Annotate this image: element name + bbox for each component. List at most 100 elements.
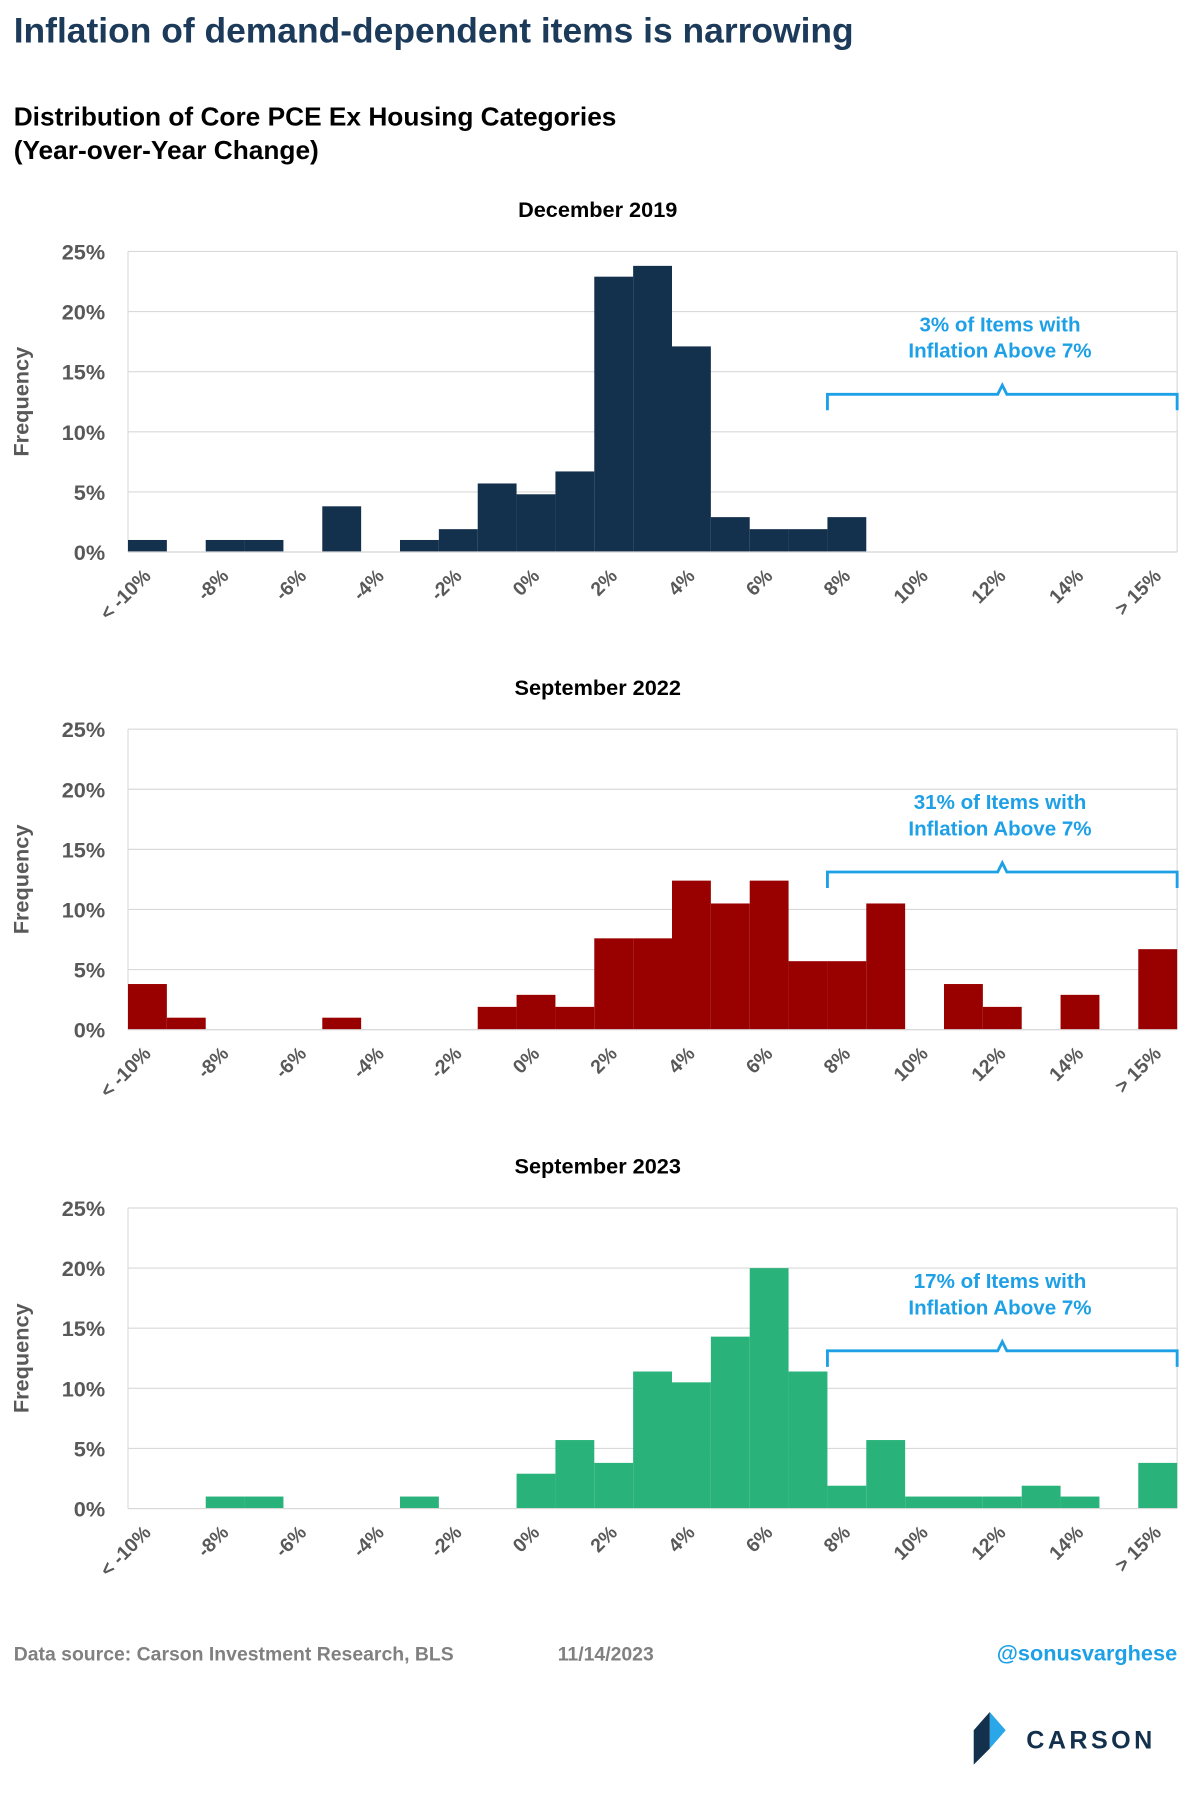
y-tick-label: 5% (74, 958, 105, 983)
y-tick-label: 25% (62, 1196, 105, 1221)
y-tick-label: 0% (74, 1018, 105, 1043)
bar (672, 346, 711, 552)
x-tick-label: 8% (820, 1043, 855, 1078)
annotation: 3% of Items with (919, 313, 1080, 336)
x-tick-label: 12% (967, 565, 1010, 608)
x-tick-label: 14% (1045, 1522, 1088, 1565)
x-tick-label: 6% (742, 1043, 777, 1078)
x-tick-label: 14% (1045, 565, 1088, 608)
logo-mark (989, 1712, 1006, 1749)
x-tick-label: 8% (820, 1522, 855, 1557)
x-tick-label: 12% (967, 1522, 1010, 1565)
bar (672, 1382, 711, 1509)
x-tick-label: 0% (509, 1043, 544, 1078)
x-tick-label: -8% (193, 565, 233, 605)
y-tick-label: 20% (62, 777, 105, 802)
x-tick-label: 12% (967, 1043, 1010, 1086)
bar (1060, 1496, 1100, 1509)
y-tick-label: 15% (62, 360, 105, 385)
x-tick-label: -2% (426, 565, 466, 605)
y-tick-label: 0% (74, 540, 105, 565)
x-tick-label: -6% (271, 1043, 311, 1083)
x-tick-label: < -10% (96, 1043, 155, 1102)
bar (244, 539, 284, 552)
x-tick-label: 8% (820, 565, 855, 600)
bar (1138, 1462, 1178, 1509)
subtitle: Distribution of Core PCE Ex Housing Cate… (14, 102, 617, 132)
y-axis-label: Frequency (9, 1303, 34, 1413)
x-tick-label: > 15% (1111, 1522, 1166, 1577)
chart-title: September 2022 (514, 675, 680, 700)
bar (477, 1006, 517, 1030)
bar (672, 880, 711, 1030)
x-tick-label: 4% (664, 565, 699, 600)
y-tick-label: 25% (62, 717, 105, 742)
bar (749, 1268, 789, 1509)
x-tick-label: < -10% (96, 565, 155, 624)
x-tick-label: 0% (509, 1522, 544, 1557)
x-tick-label: -4% (349, 1043, 389, 1083)
bar (633, 1371, 672, 1509)
x-tick-label: -6% (271, 565, 311, 605)
page-title: Inflation of demand-dependent items is n… (14, 10, 854, 50)
bar (710, 517, 750, 552)
handle: @sonusvarghese (997, 1641, 1177, 1666)
source: Data source: Carson Investment Research,… (14, 1644, 454, 1666)
bar (633, 265, 672, 552)
bar (905, 1496, 944, 1509)
annotation: Inflation Above 7% (908, 817, 1091, 840)
bar (594, 276, 634, 552)
y-tick-label: 5% (74, 480, 105, 505)
bar (749, 880, 789, 1030)
y-axis-label: Frequency (9, 347, 34, 457)
annotation: Inflation Above 7% (908, 340, 1091, 363)
y-tick-label: 15% (62, 837, 105, 862)
bar (516, 1473, 556, 1509)
bar (400, 539, 439, 552)
x-tick-label: -2% (426, 1043, 466, 1083)
y-tick-label: 15% (62, 1316, 105, 1341)
x-tick-label: -2% (426, 1522, 466, 1562)
chart-title: September 2023 (514, 1154, 680, 1179)
bar (866, 903, 906, 1030)
y-tick-label: 0% (74, 1497, 105, 1522)
bracket (826, 859, 1179, 888)
x-tick-label: < -10% (96, 1522, 155, 1581)
bar (400, 1496, 439, 1509)
x-tick-label: 10% (890, 1043, 933, 1086)
bar (788, 961, 828, 1030)
logo-text: CARSON (1026, 1727, 1155, 1755)
y-tick-label: 10% (62, 420, 105, 445)
logo: CARSON (973, 1712, 1155, 1765)
x-tick-label: 10% (890, 1522, 933, 1565)
bar (827, 517, 867, 552)
bar (1138, 949, 1178, 1030)
x-tick-label: -8% (193, 1043, 233, 1083)
bar (982, 1006, 1022, 1030)
x-tick-label: 14% (1045, 1043, 1088, 1086)
y-tick-label: 10% (62, 1376, 105, 1401)
x-tick-label: -4% (349, 565, 389, 605)
bar (438, 529, 478, 552)
bar (322, 1017, 362, 1030)
bar (788, 1371, 828, 1509)
x-tick-label: 2% (586, 1522, 621, 1557)
y-tick-label: 5% (74, 1436, 105, 1461)
bar (477, 483, 517, 552)
bar (944, 1496, 983, 1509)
bar (205, 1496, 245, 1509)
y-tick-label: 10% (62, 897, 105, 922)
chart-title: December 2019 (518, 197, 677, 222)
y-tick-label: 20% (62, 300, 105, 325)
bar (555, 1440, 595, 1509)
x-tick-label: 10% (890, 565, 933, 608)
bar (128, 539, 167, 552)
annotation: 17% of Items with (914, 1270, 1087, 1293)
bar (749, 529, 789, 552)
x-tick-label: -4% (349, 1522, 389, 1562)
bar (516, 994, 556, 1030)
bar (866, 1440, 906, 1509)
x-tick-label: -6% (271, 1522, 311, 1562)
x-tick-label: 2% (586, 1043, 621, 1078)
